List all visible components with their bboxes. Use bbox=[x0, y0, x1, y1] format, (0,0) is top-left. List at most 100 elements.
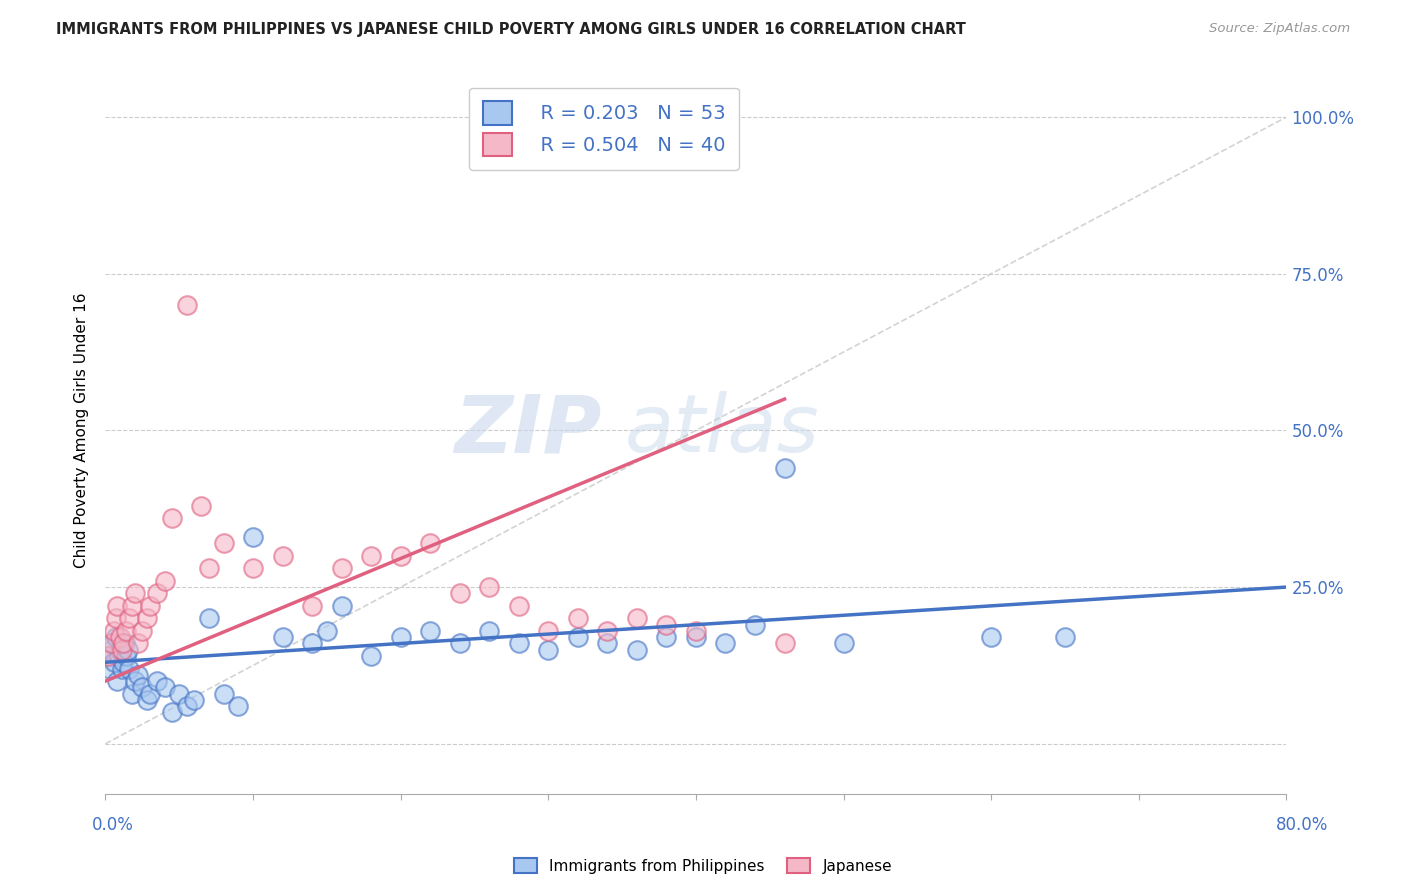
Text: Source: ZipAtlas.com: Source: ZipAtlas.com bbox=[1209, 22, 1350, 36]
Point bbox=[389, 549, 412, 563]
Point bbox=[1054, 630, 1077, 644]
Point bbox=[138, 687, 162, 701]
Point bbox=[115, 648, 138, 663]
Point bbox=[124, 586, 146, 600]
Point bbox=[104, 611, 127, 625]
Point bbox=[138, 599, 162, 613]
Point bbox=[508, 636, 530, 650]
Point bbox=[508, 599, 530, 613]
Point bbox=[596, 624, 619, 638]
Point bbox=[135, 693, 157, 707]
Point bbox=[773, 636, 796, 650]
Point bbox=[127, 668, 149, 682]
Point bbox=[301, 636, 323, 650]
Point bbox=[197, 561, 219, 575]
Point bbox=[537, 624, 560, 638]
Point bbox=[103, 624, 125, 638]
Point bbox=[714, 636, 737, 650]
Point bbox=[744, 617, 766, 632]
Point bbox=[111, 661, 134, 675]
Point bbox=[360, 549, 382, 563]
Point bbox=[112, 636, 135, 650]
Legend:   R = 0.203   N = 53,   R = 0.504   N = 40: R = 0.203 N = 53, R = 0.504 N = 40 bbox=[470, 87, 740, 170]
Point bbox=[118, 661, 141, 675]
Point bbox=[176, 699, 198, 714]
Point bbox=[567, 611, 589, 625]
Text: atlas: atlas bbox=[626, 392, 820, 469]
Point bbox=[596, 636, 619, 650]
Point bbox=[478, 580, 501, 594]
Point bbox=[567, 630, 589, 644]
Point bbox=[127, 636, 149, 650]
Y-axis label: Child Poverty Among Girls Under 16: Child Poverty Among Girls Under 16 bbox=[75, 293, 90, 568]
Point bbox=[197, 611, 219, 625]
Point bbox=[271, 630, 294, 644]
Text: 0.0%: 0.0% bbox=[91, 816, 134, 834]
Point bbox=[330, 561, 353, 575]
Point bbox=[100, 642, 122, 657]
Point bbox=[112, 655, 135, 669]
Point bbox=[242, 530, 264, 544]
Point bbox=[110, 630, 132, 644]
Point bbox=[301, 599, 323, 613]
Point bbox=[242, 561, 264, 575]
Point bbox=[360, 648, 382, 663]
Point bbox=[131, 624, 153, 638]
Text: ZIP: ZIP bbox=[454, 392, 602, 469]
Point bbox=[121, 599, 143, 613]
Point bbox=[478, 624, 501, 638]
Point bbox=[315, 624, 337, 638]
Point bbox=[773, 461, 796, 475]
Point bbox=[685, 630, 707, 644]
Point bbox=[124, 674, 146, 689]
Point bbox=[146, 586, 169, 600]
Point bbox=[131, 681, 153, 695]
Point bbox=[449, 636, 471, 650]
Point bbox=[685, 624, 707, 638]
Point bbox=[389, 630, 412, 644]
Point bbox=[104, 630, 127, 644]
Point bbox=[111, 642, 134, 657]
Legend: Immigrants from Philippines, Japanese: Immigrants from Philippines, Japanese bbox=[508, 852, 898, 880]
Point bbox=[212, 536, 235, 550]
Point bbox=[330, 599, 353, 613]
Point bbox=[121, 687, 143, 701]
Point bbox=[103, 655, 125, 669]
Point bbox=[655, 630, 678, 644]
Point bbox=[118, 611, 141, 625]
Point bbox=[169, 687, 191, 701]
Point bbox=[115, 624, 138, 638]
Point bbox=[117, 642, 139, 657]
Point bbox=[153, 681, 176, 695]
Point bbox=[449, 586, 471, 600]
Text: IMMIGRANTS FROM PHILIPPINES VS JAPANESE CHILD POVERTY AMONG GIRLS UNDER 16 CORRE: IMMIGRANTS FROM PHILIPPINES VS JAPANESE … bbox=[56, 22, 966, 37]
Point bbox=[626, 642, 648, 657]
Point bbox=[100, 636, 122, 650]
Point bbox=[101, 636, 124, 650]
Point bbox=[537, 642, 560, 657]
Point bbox=[114, 636, 136, 650]
Point bbox=[228, 699, 250, 714]
Point bbox=[655, 617, 678, 632]
Point bbox=[160, 511, 183, 525]
Point bbox=[626, 611, 648, 625]
Point bbox=[105, 599, 128, 613]
Point bbox=[135, 611, 157, 625]
Point bbox=[980, 630, 1002, 644]
Point bbox=[110, 642, 132, 657]
Point bbox=[419, 624, 441, 638]
Point bbox=[160, 706, 183, 720]
Point bbox=[107, 648, 129, 663]
Point bbox=[832, 636, 855, 650]
Point bbox=[97, 648, 120, 663]
Point bbox=[98, 661, 121, 675]
Text: 80.0%: 80.0% bbox=[1277, 816, 1329, 834]
Point bbox=[97, 648, 120, 663]
Point bbox=[419, 536, 441, 550]
Point bbox=[176, 298, 198, 312]
Point bbox=[271, 549, 294, 563]
Point bbox=[146, 674, 169, 689]
Point bbox=[153, 574, 176, 588]
Point bbox=[212, 687, 235, 701]
Point bbox=[190, 499, 212, 513]
